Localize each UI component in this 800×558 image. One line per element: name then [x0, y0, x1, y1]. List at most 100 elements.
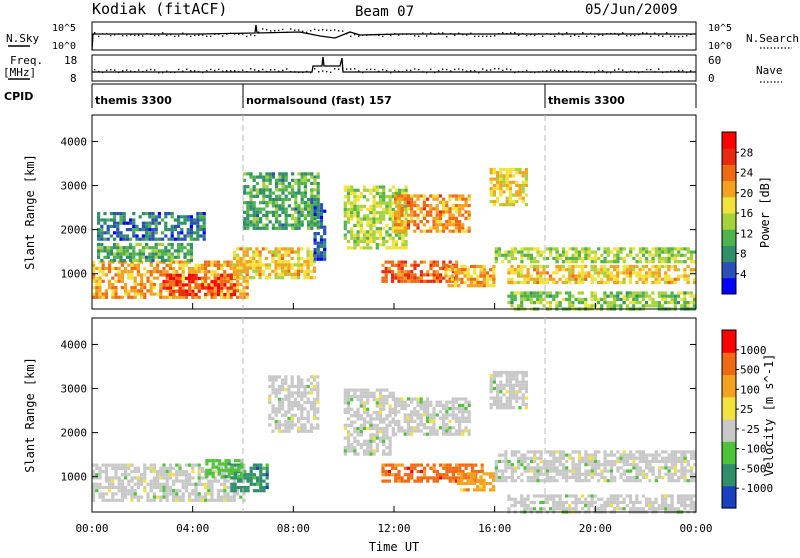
heatmap-cell: [366, 189, 369, 192]
heatmap-cell: [417, 476, 420, 479]
heatmap-cell: [683, 268, 686, 271]
heatmap-cell: [677, 295, 680, 298]
heatmap-cell: [246, 227, 249, 230]
heatmap-cell: [559, 257, 562, 260]
heatmap-cell: [121, 270, 124, 273]
heatmap-cell: [575, 473, 578, 476]
heatmap-cell: [410, 194, 413, 197]
heatmap-cell: [398, 237, 401, 240]
heatmap-cell: [493, 203, 496, 206]
heatmap-cell: [468, 429, 471, 432]
heatmap-cell: [629, 247, 632, 250]
heatmap-cell: [565, 251, 568, 254]
heatmap-cell: [129, 228, 132, 231]
nsearch-point: [218, 33, 219, 34]
heatmap-cell: [105, 486, 108, 489]
heatmap-cell: [275, 227, 278, 230]
heatmap-cell: [506, 174, 509, 177]
heatmap-cell: [655, 281, 658, 284]
heatmap-cell: [353, 234, 356, 237]
heatmap-cell: [448, 433, 451, 436]
heatmap-cell: [174, 225, 177, 228]
heatmap-cell: [297, 273, 300, 276]
heatmap-cell: [464, 230, 467, 233]
heatmap-cell: [533, 291, 536, 294]
heatmap-cell: [520, 291, 523, 294]
heatmap-cell: [452, 401, 455, 404]
heatmap-cell: [536, 463, 539, 466]
heatmap-cell: [575, 247, 578, 250]
heatmap-cell: [620, 251, 623, 254]
heatmap-cell: [134, 489, 137, 492]
heatmap-cell: [143, 267, 146, 270]
heatmap-cell: [600, 268, 603, 271]
heatmap-cell: [382, 437, 385, 440]
nsearch-point: [422, 32, 423, 33]
heatmap-cell: [369, 437, 372, 440]
heatmap-cell: [357, 189, 360, 192]
heatmap-cell: [509, 190, 512, 193]
heatmap-cell: [445, 417, 448, 420]
heatmap-cell: [382, 433, 385, 436]
heatmap-cell: [150, 289, 153, 292]
heatmap-cell: [369, 414, 372, 417]
heatmap-cell: [458, 223, 461, 226]
heatmap-cell: [121, 489, 124, 492]
heatmap-cell: [301, 201, 304, 204]
heatmap-cell: [220, 293, 223, 296]
heatmap-cell: [272, 198, 275, 201]
heatmap-cell: [262, 179, 265, 182]
heatmap-cell: [134, 483, 137, 486]
heatmap-cell: [369, 421, 372, 424]
heatmap-cell: [407, 273, 410, 276]
heatmap-cell: [118, 267, 121, 270]
heatmap-cell: [281, 172, 284, 175]
heatmap-cell: [266, 464, 269, 467]
heatmap-cell: [489, 278, 492, 281]
heatmap-cell: [178, 467, 181, 470]
heatmap-cell: [140, 280, 143, 283]
heatmap-cell: [616, 298, 619, 301]
heatmap-cell: [584, 304, 587, 307]
heatmap-cell: [366, 408, 369, 411]
heatmap-cell: [674, 479, 677, 482]
heatmap-cell: [281, 185, 284, 188]
heatmap-cell: [680, 454, 683, 457]
heatmap-cell: [130, 289, 133, 292]
heatmap-cell: [288, 192, 291, 195]
heatmap-cell: [575, 470, 578, 473]
heatmap-cell: [594, 254, 597, 257]
heatmap-cell: [527, 298, 530, 301]
heatmap-cell: [182, 293, 185, 296]
heatmap-cell: [226, 486, 229, 489]
heatmap-cell: [648, 251, 651, 254]
heatmap-cell: [360, 433, 363, 436]
heatmap-cell: [457, 278, 460, 281]
heatmap-cell: [363, 427, 366, 430]
heatmap-cell: [284, 267, 287, 270]
heatmap-cell: [552, 295, 555, 298]
heatmap-cell: [632, 479, 635, 482]
heatmap-cell: [394, 201, 397, 204]
heatmap-cell: [655, 271, 658, 274]
heatmap-cell: [156, 486, 159, 489]
heatmap-cell: [444, 275, 447, 278]
heatmap-cell: [259, 480, 262, 483]
heatmap-cell: [423, 404, 426, 407]
heatmap-cell: [379, 198, 382, 201]
heatmap-cell: [416, 204, 419, 207]
heatmap-cell: [172, 483, 175, 486]
heatmap-cell: [237, 480, 240, 483]
heatmap-cell: [313, 401, 316, 404]
freq-tick-bottom: 8: [70, 72, 77, 85]
heatmap-cell: [98, 496, 101, 499]
heatmap-cell: [616, 466, 619, 469]
heatmap-cell: [639, 450, 642, 453]
heatmap-cell: [171, 215, 174, 218]
heatmap-cell: [137, 486, 140, 489]
heatmap-cell: [171, 231, 174, 234]
heatmap-cell: [455, 397, 458, 400]
heatmap-cell: [294, 211, 297, 214]
heatmap-cell: [502, 403, 505, 406]
heatmap-cell: [626, 271, 629, 274]
